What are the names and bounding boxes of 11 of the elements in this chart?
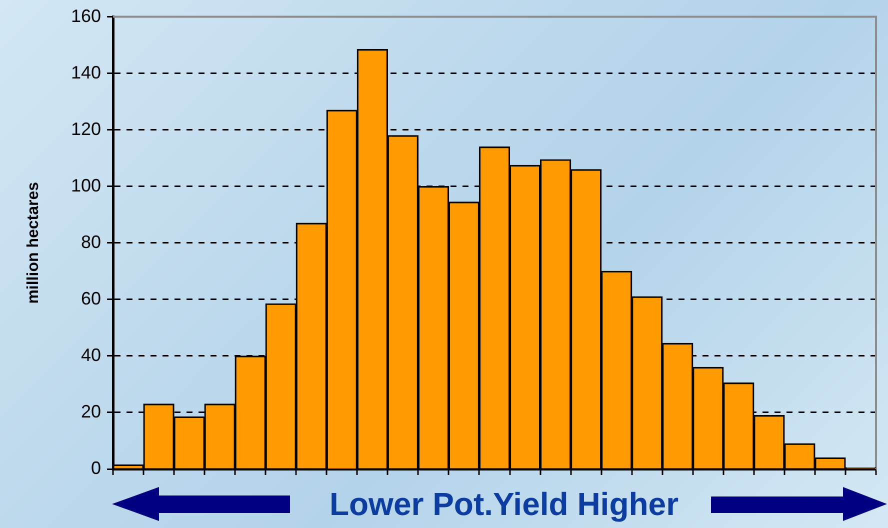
y-tick-label: 80	[80, 232, 101, 252]
y-tick-label: 20	[80, 401, 101, 422]
y-tick-label: 0	[90, 458, 101, 478]
y-tick-label: 40	[80, 344, 101, 365]
x-axis-title: Lower Pot.Yield Higher	[328, 485, 680, 524]
y-tick-label: 160	[70, 6, 101, 26]
y-tick-label: 60	[80, 288, 101, 308]
y-tick-label: 100	[70, 175, 101, 196]
y-tick-label: 120	[70, 118, 101, 139]
y-tick-label: 140	[70, 62, 101, 82]
y-axis-title: million hectares	[25, 182, 42, 304]
